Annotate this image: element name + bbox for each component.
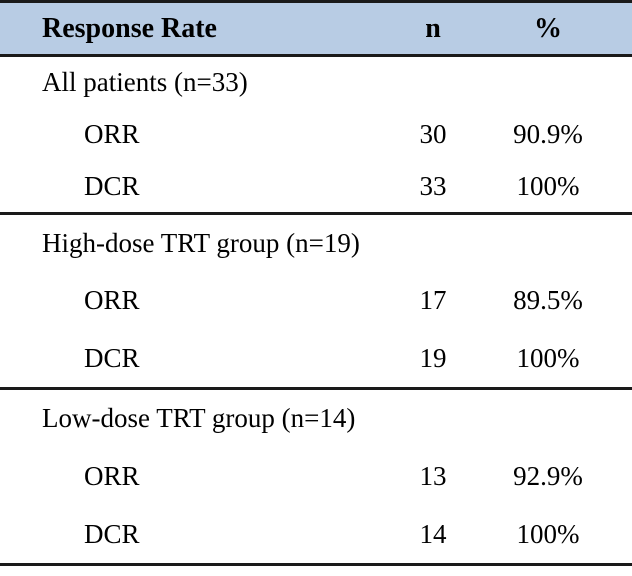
section-all-patients: All patients (n=33) ORR 30 90.9% DCR 33 …: [0, 57, 632, 215]
header-percent: %: [534, 12, 562, 44]
table-row: ORR 17 89.5%: [0, 272, 632, 329]
group-header-row: Low-dose TRT group (n=14): [0, 390, 632, 448]
group-label: All patients (n=33): [42, 67, 248, 98]
row-label: ORR: [84, 460, 140, 491]
section-high-dose: High-dose TRT group (n=19) ORR 17 89.5% …: [0, 215, 632, 390]
row-label: DCR: [84, 170, 140, 201]
row-percent-value: 100%: [516, 170, 580, 201]
header-n: n: [425, 12, 441, 44]
table-row: ORR 13 92.9%: [0, 448, 632, 506]
row-n-value: 17: [419, 285, 447, 316]
group-header-row: High-dose TRT group (n=19): [0, 215, 632, 272]
table-row: DCR 19 100%: [0, 330, 632, 387]
row-label: ORR: [84, 285, 140, 316]
group-label: High-dose TRT group (n=19): [42, 228, 360, 259]
row-n-value: 30: [419, 118, 447, 149]
row-n-value: 13: [419, 460, 447, 491]
row-label: DCR: [84, 518, 140, 549]
table-row: ORR 30 90.9%: [0, 109, 632, 161]
group-header-row: All patients (n=33): [0, 57, 632, 109]
table-header-row: Response Rate n %: [0, 0, 632, 57]
row-percent-value: 92.9%: [513, 460, 583, 491]
row-n-value: 14: [419, 518, 447, 549]
group-label: Low-dose TRT group (n=14): [42, 403, 356, 434]
row-label: DCR: [84, 342, 140, 373]
row-percent-value: 100%: [516, 518, 580, 549]
table-row: DCR 33 100%: [0, 160, 632, 212]
row-percent-value: 90.9%: [513, 118, 583, 149]
row-n-value: 19: [419, 342, 447, 373]
section-low-dose: Low-dose TRT group (n=14) ORR 13 92.9% D…: [0, 390, 632, 566]
header-response-rate: Response Rate: [42, 12, 217, 44]
row-percent-value: 89.5%: [513, 285, 583, 316]
row-n-value: 33: [419, 170, 447, 201]
row-label: ORR: [84, 118, 140, 149]
table-row: DCR 14 100%: [0, 505, 632, 563]
row-percent-value: 100%: [516, 342, 580, 373]
